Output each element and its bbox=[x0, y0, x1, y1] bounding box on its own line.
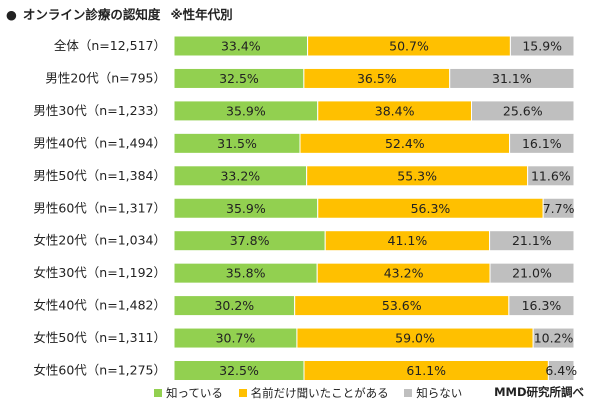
category-label: 女性20代（n=1,034） bbox=[33, 233, 166, 248]
bar-segment-unknown bbox=[509, 132, 575, 154]
data-label: 7.7% bbox=[543, 201, 575, 216]
data-label: 33.2% bbox=[220, 168, 260, 183]
legend-label-unknown: 知らない bbox=[416, 386, 463, 400]
category-label: 女性50代（n=1,311） bbox=[33, 330, 166, 345]
data-label: 59.0% bbox=[395, 331, 435, 346]
bar-segment-unknown bbox=[489, 230, 575, 252]
category-label: 女性30代（n=1,192） bbox=[33, 265, 166, 280]
data-label: 16.1% bbox=[522, 136, 562, 151]
data-label: 35.9% bbox=[226, 103, 266, 118]
data-label: 10.2% bbox=[534, 331, 574, 346]
bar-segment-unknown bbox=[489, 262, 575, 284]
chart-title-block: ● オンライン診療の認知度 ※性年代別 bbox=[6, 4, 233, 23]
data-label: 50.7% bbox=[389, 39, 429, 54]
category-label: 男性60代（n=1,317） bbox=[33, 200, 166, 215]
category-label: 男性40代（n=1,494） bbox=[33, 135, 166, 150]
bar-segment-unknown bbox=[508, 295, 575, 317]
category-label: 男性20代（n=795） bbox=[45, 70, 166, 85]
bar-segment-unknown bbox=[532, 327, 575, 349]
data-label: 33.4% bbox=[221, 39, 261, 54]
data-label: 6.4% bbox=[545, 363, 577, 378]
data-label: 30.7% bbox=[216, 331, 256, 346]
data-label: 32.5% bbox=[219, 71, 259, 86]
data-label: 30.2% bbox=[214, 298, 254, 313]
data-label: 43.2% bbox=[384, 266, 424, 281]
data-label: 56.3% bbox=[411, 201, 451, 216]
legend-label-heard: 名前だけ聞いたことがある bbox=[250, 386, 389, 400]
data-label: 31.1% bbox=[492, 71, 532, 86]
chart-title: オンライン診療の認知度 bbox=[22, 7, 161, 22]
bar-segment-unknown bbox=[542, 197, 575, 219]
data-label: 37.8% bbox=[230, 233, 270, 248]
data-label: 31.5% bbox=[217, 136, 257, 151]
bar-segment-unknown bbox=[527, 165, 575, 187]
data-label: 55.3% bbox=[397, 168, 437, 183]
data-label: 41.1% bbox=[388, 233, 428, 248]
legend-item-heard: 名前だけ聞いたことがある bbox=[238, 385, 389, 401]
legend-swatch-know bbox=[154, 389, 162, 397]
data-label: 35.8% bbox=[226, 266, 266, 281]
category-label: 女性60代（n=1,275） bbox=[33, 363, 166, 378]
data-label: 21.1% bbox=[512, 233, 552, 248]
category-label: 全体（n=12,517） bbox=[54, 38, 166, 53]
data-label: 53.6% bbox=[382, 298, 422, 313]
data-label: 35.9% bbox=[226, 201, 266, 216]
legend-label-know: 知っている bbox=[166, 386, 223, 400]
data-label: 38.4% bbox=[375, 103, 415, 118]
data-label: 21.0% bbox=[512, 266, 552, 281]
legend: 知っている 名前だけ聞いたことがある 知らない bbox=[154, 385, 474, 401]
data-label: 36.5% bbox=[357, 71, 397, 86]
category-label: 女性40代（n=1,482） bbox=[33, 298, 166, 313]
chart-subtitle: ※性年代別 bbox=[170, 7, 233, 22]
data-label: 32.5% bbox=[219, 363, 259, 378]
legend-item-know: 知っている bbox=[154, 385, 223, 401]
bullet-icon: ● bbox=[6, 7, 17, 22]
data-label: 16.3% bbox=[522, 298, 562, 313]
legend-item-unknown: 知らない bbox=[404, 385, 462, 401]
legend-swatch-unknown bbox=[404, 389, 413, 397]
data-label: 61.1% bbox=[406, 363, 446, 378]
bar-segment-unknown bbox=[470, 100, 575, 122]
bar-segment-unknown bbox=[547, 360, 575, 381]
bar-segment-unknown bbox=[509, 35, 575, 57]
category-label: 男性30代（n=1,233） bbox=[33, 103, 166, 118]
category-label: 男性50代（n=1,384） bbox=[33, 168, 166, 183]
source-note: MMD研究所調べ bbox=[494, 385, 584, 399]
bar-segment-unknown bbox=[449, 67, 575, 89]
legend-swatch-heard bbox=[238, 389, 247, 397]
data-label: 25.6% bbox=[503, 103, 543, 118]
data-label: 11.6% bbox=[531, 168, 571, 183]
data-label: 15.9% bbox=[522, 39, 562, 54]
data-label: 52.4% bbox=[385, 136, 425, 151]
